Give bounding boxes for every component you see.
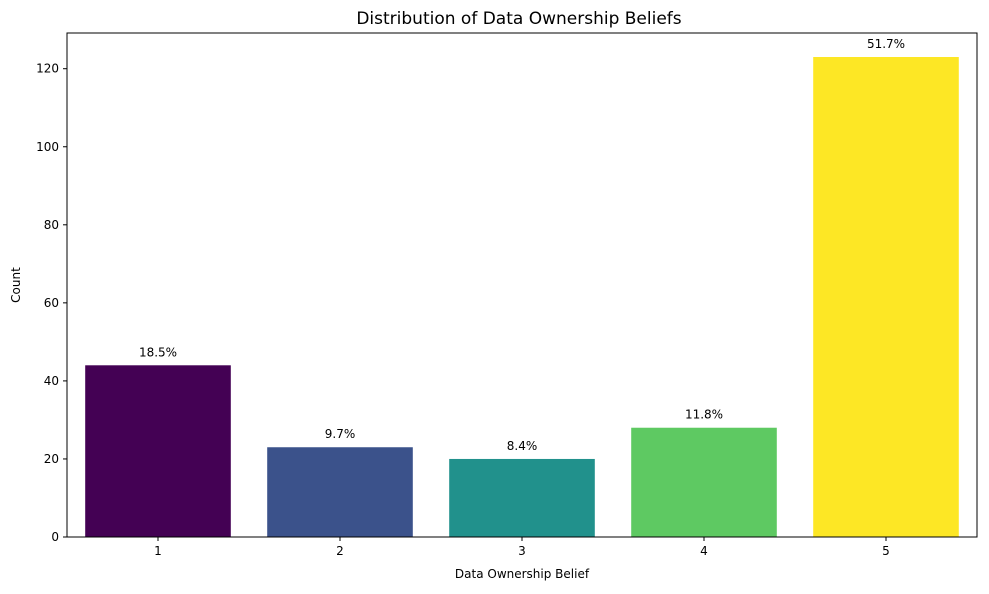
x-tick-label: 4 bbox=[700, 544, 708, 558]
bar-1 bbox=[85, 365, 231, 537]
bar-data-labels: 18.5% 9.7% 8.4% 11.8% 51.7% bbox=[139, 37, 905, 453]
x-tick-label: 5 bbox=[882, 544, 890, 558]
y-tick-label: 0 bbox=[51, 530, 59, 544]
y-tick-label: 120 bbox=[36, 62, 59, 76]
plot-area-frame bbox=[66, 32, 978, 538]
x-axis-label: Data Ownership Belief bbox=[455, 567, 590, 581]
y-axis-label: Count bbox=[9, 267, 23, 303]
y-axis-ticks: 0 20 40 60 80 100 120 bbox=[36, 62, 67, 544]
y-tick-label: 60 bbox=[44, 296, 59, 310]
y-tick-label: 20 bbox=[44, 452, 59, 466]
bar-3 bbox=[449, 458, 595, 537]
bar-data-label: 11.8% bbox=[685, 408, 723, 422]
y-tick-label: 80 bbox=[44, 218, 59, 232]
x-tick-label: 3 bbox=[518, 544, 526, 558]
bar-series bbox=[85, 57, 959, 537]
bar-data-label: 51.7% bbox=[867, 37, 905, 51]
bar-data-label: 8.4% bbox=[507, 439, 538, 453]
x-tick-label: 2 bbox=[336, 544, 344, 558]
bar-2 bbox=[267, 447, 413, 537]
bar-data-label: 18.5% bbox=[139, 345, 177, 359]
chart-title: Distribution of Data Ownership Beliefs bbox=[356, 9, 681, 29]
bar-data-label: 9.7% bbox=[325, 427, 356, 441]
y-tick-label: 40 bbox=[44, 374, 59, 388]
x-axis-ticks: 1 2 3 4 5 bbox=[154, 537, 890, 558]
x-tick-label: 1 bbox=[154, 544, 162, 558]
y-tick-label: 100 bbox=[36, 140, 59, 154]
bar-4 bbox=[631, 427, 777, 537]
bar-5 bbox=[813, 57, 959, 537]
